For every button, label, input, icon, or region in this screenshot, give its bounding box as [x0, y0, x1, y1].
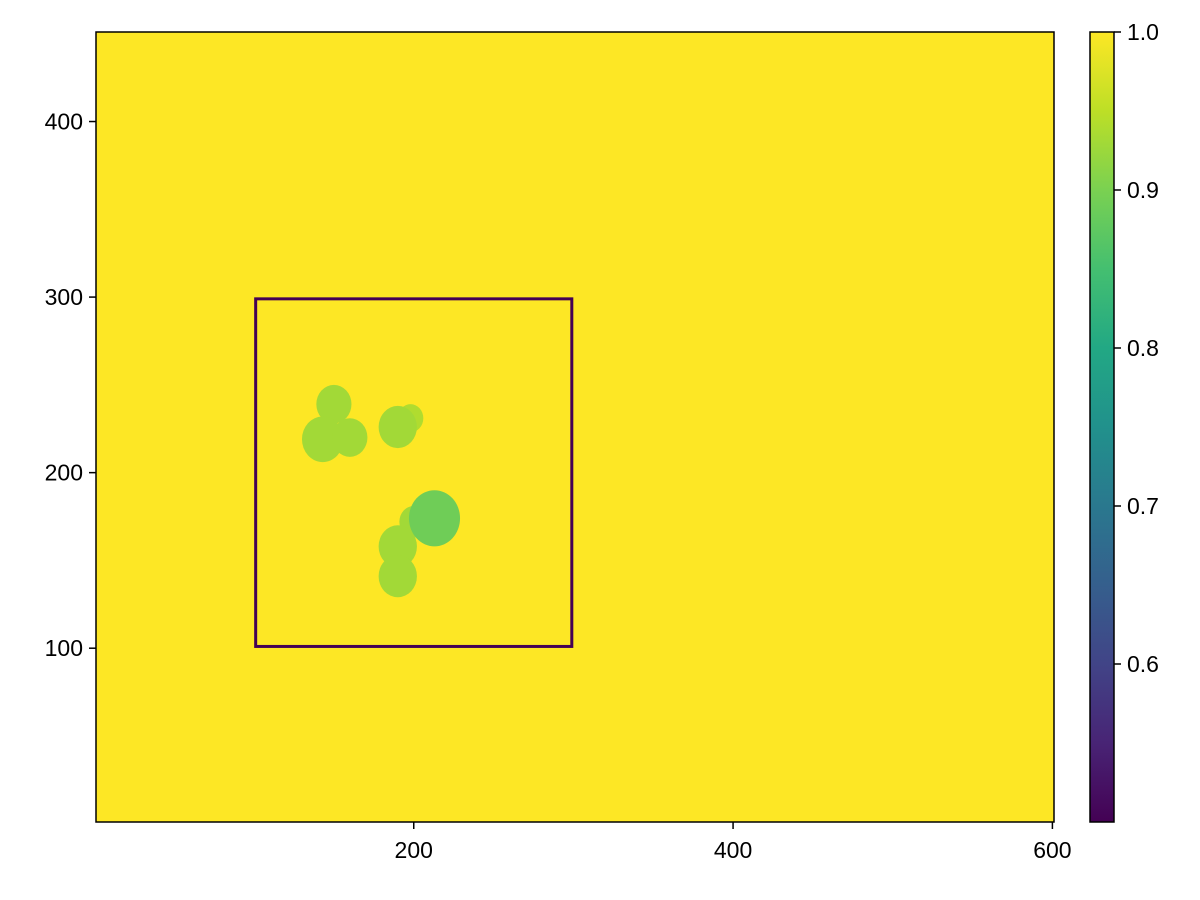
colorbar-tick-label: 0.9 [1127, 177, 1159, 203]
colorbar-tick-label: 0.7 [1127, 493, 1159, 519]
y-tick-label: 400 [45, 109, 83, 135]
y-axis: 100 200 300 400 [45, 109, 96, 662]
disc-3 [332, 418, 367, 457]
plot-area [96, 32, 1054, 822]
colorbar-tick-label: 1.0 [1127, 19, 1159, 45]
y-tick-label: 200 [45, 460, 83, 486]
disc-8 [379, 555, 417, 597]
x-axis: 200 400 600 [395, 822, 1072, 863]
colorbar-axis: 0.6 0.7 0.8 0.9 1.0 [1114, 19, 1159, 677]
y-tick-label: 100 [45, 635, 83, 661]
colorbar-gradient [1090, 32, 1114, 822]
heatmap-background [96, 32, 1054, 822]
colorbar-tick-label: 0.6 [1127, 651, 1159, 677]
x-tick-label: 600 [1033, 837, 1071, 863]
colorbar: 0.6 0.7 0.8 0.9 1.0 [1090, 19, 1159, 822]
colorbar-tick-label: 0.8 [1127, 335, 1159, 361]
x-tick-label: 200 [395, 837, 433, 863]
disc-9 [409, 490, 460, 546]
x-tick-label: 400 [714, 837, 752, 863]
disc-5 [379, 406, 417, 448]
y-tick-label: 300 [45, 284, 83, 310]
